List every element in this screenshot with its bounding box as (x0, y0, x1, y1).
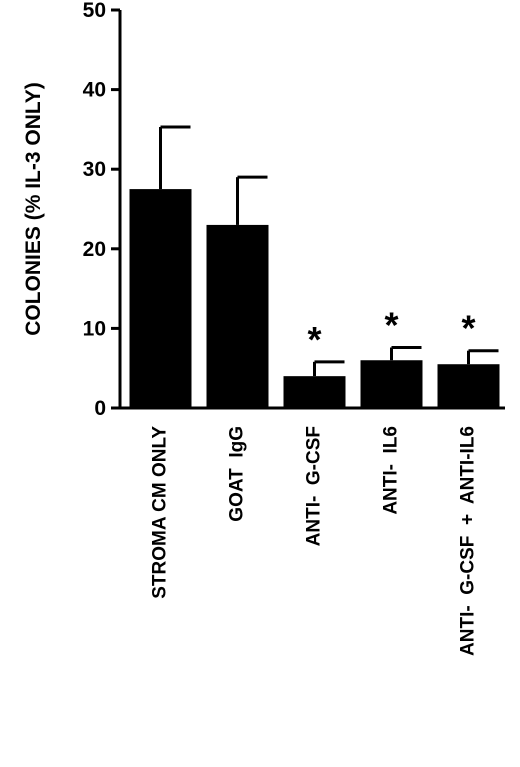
y-axis-ticks: 0 10 20 30 40 50 (83, 0, 120, 420)
y-tick-label: 30 (83, 158, 106, 181)
y-tick-label: 50 (83, 0, 106, 22)
category-label: ANTI- G-CSF + ANTI-IL6 (458, 426, 479, 656)
category-label: ANTI- G-CSF (304, 426, 325, 546)
bar (206, 224, 269, 408)
significance-star: * (384, 305, 398, 346)
category-label: ANTI- IL6 (381, 426, 402, 515)
bar (437, 364, 500, 408)
category-labels: STROMA CM ONLY GOAT IgG ANTI- G-CSF ANTI- I… (150, 426, 479, 656)
bars (129, 189, 500, 408)
bar (129, 189, 192, 408)
significance-star: * (307, 319, 321, 360)
y-tick-label: 10 (83, 317, 106, 340)
category-label: GOAT IgG (227, 426, 248, 522)
significance-star: * (461, 308, 475, 349)
y-tick-label: 40 (83, 79, 106, 102)
y-tick-label: 20 (83, 238, 106, 261)
category-label: STROMA CM ONLY (150, 426, 171, 599)
error-bars (159, 125, 499, 377)
bar (360, 360, 423, 408)
significance-markers: * * * (307, 305, 475, 360)
y-axis-title: COLONIES (% IL-3 ONLY) (22, 82, 45, 336)
y-tick-label: 0 (94, 397, 106, 420)
bar (283, 376, 346, 408)
